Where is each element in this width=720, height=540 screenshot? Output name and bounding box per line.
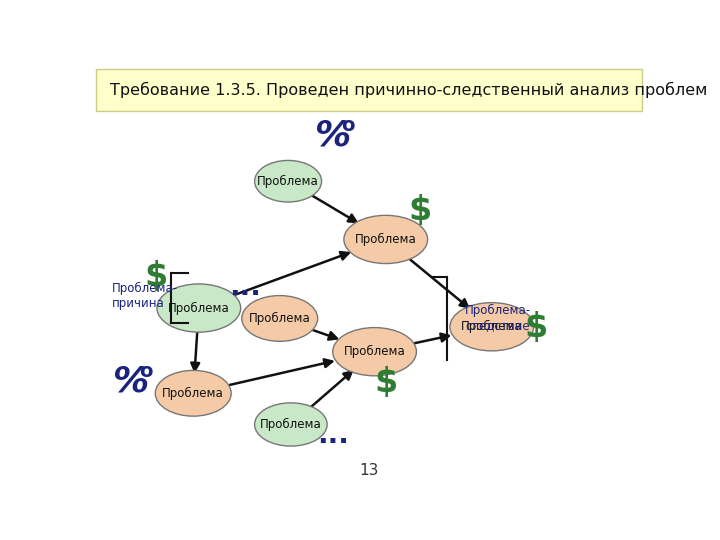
Text: o: o xyxy=(341,116,355,134)
Text: Требование 1.3.5. Проведен причинно-следственный анализ проблем: Требование 1.3.5. Проведен причинно-след… xyxy=(109,82,707,98)
Text: $: $ xyxy=(374,366,397,400)
Text: Проблема-
причина: Проблема- причина xyxy=(112,281,179,309)
FancyBboxPatch shape xyxy=(96,69,642,111)
Text: $: $ xyxy=(144,260,168,293)
Text: Проблема: Проблема xyxy=(343,345,405,358)
Text: ...: ... xyxy=(229,273,261,301)
Text: Проблема: Проблема xyxy=(249,312,310,325)
Text: 13: 13 xyxy=(359,463,379,478)
Ellipse shape xyxy=(156,370,231,416)
Text: ...: ... xyxy=(317,421,348,449)
Text: Проблема: Проблема xyxy=(257,174,319,188)
Text: $: $ xyxy=(525,311,548,344)
Text: Проблема: Проблема xyxy=(162,387,224,400)
Text: o: o xyxy=(140,362,153,381)
Text: $: $ xyxy=(409,194,432,227)
Ellipse shape xyxy=(255,403,327,446)
Text: %: % xyxy=(112,364,149,399)
Ellipse shape xyxy=(333,328,416,376)
Text: Проблема-
следствие: Проблема- следствие xyxy=(465,305,531,333)
Ellipse shape xyxy=(242,295,318,341)
Ellipse shape xyxy=(157,284,240,332)
Ellipse shape xyxy=(255,160,322,202)
Text: Проблема: Проблема xyxy=(355,233,417,246)
Text: %: % xyxy=(315,118,351,152)
Ellipse shape xyxy=(344,215,428,264)
Text: Проблема: Проблема xyxy=(461,320,523,333)
Ellipse shape xyxy=(450,302,534,351)
Text: Проблема: Проблема xyxy=(168,301,230,315)
Text: Проблема: Проблема xyxy=(260,418,322,431)
